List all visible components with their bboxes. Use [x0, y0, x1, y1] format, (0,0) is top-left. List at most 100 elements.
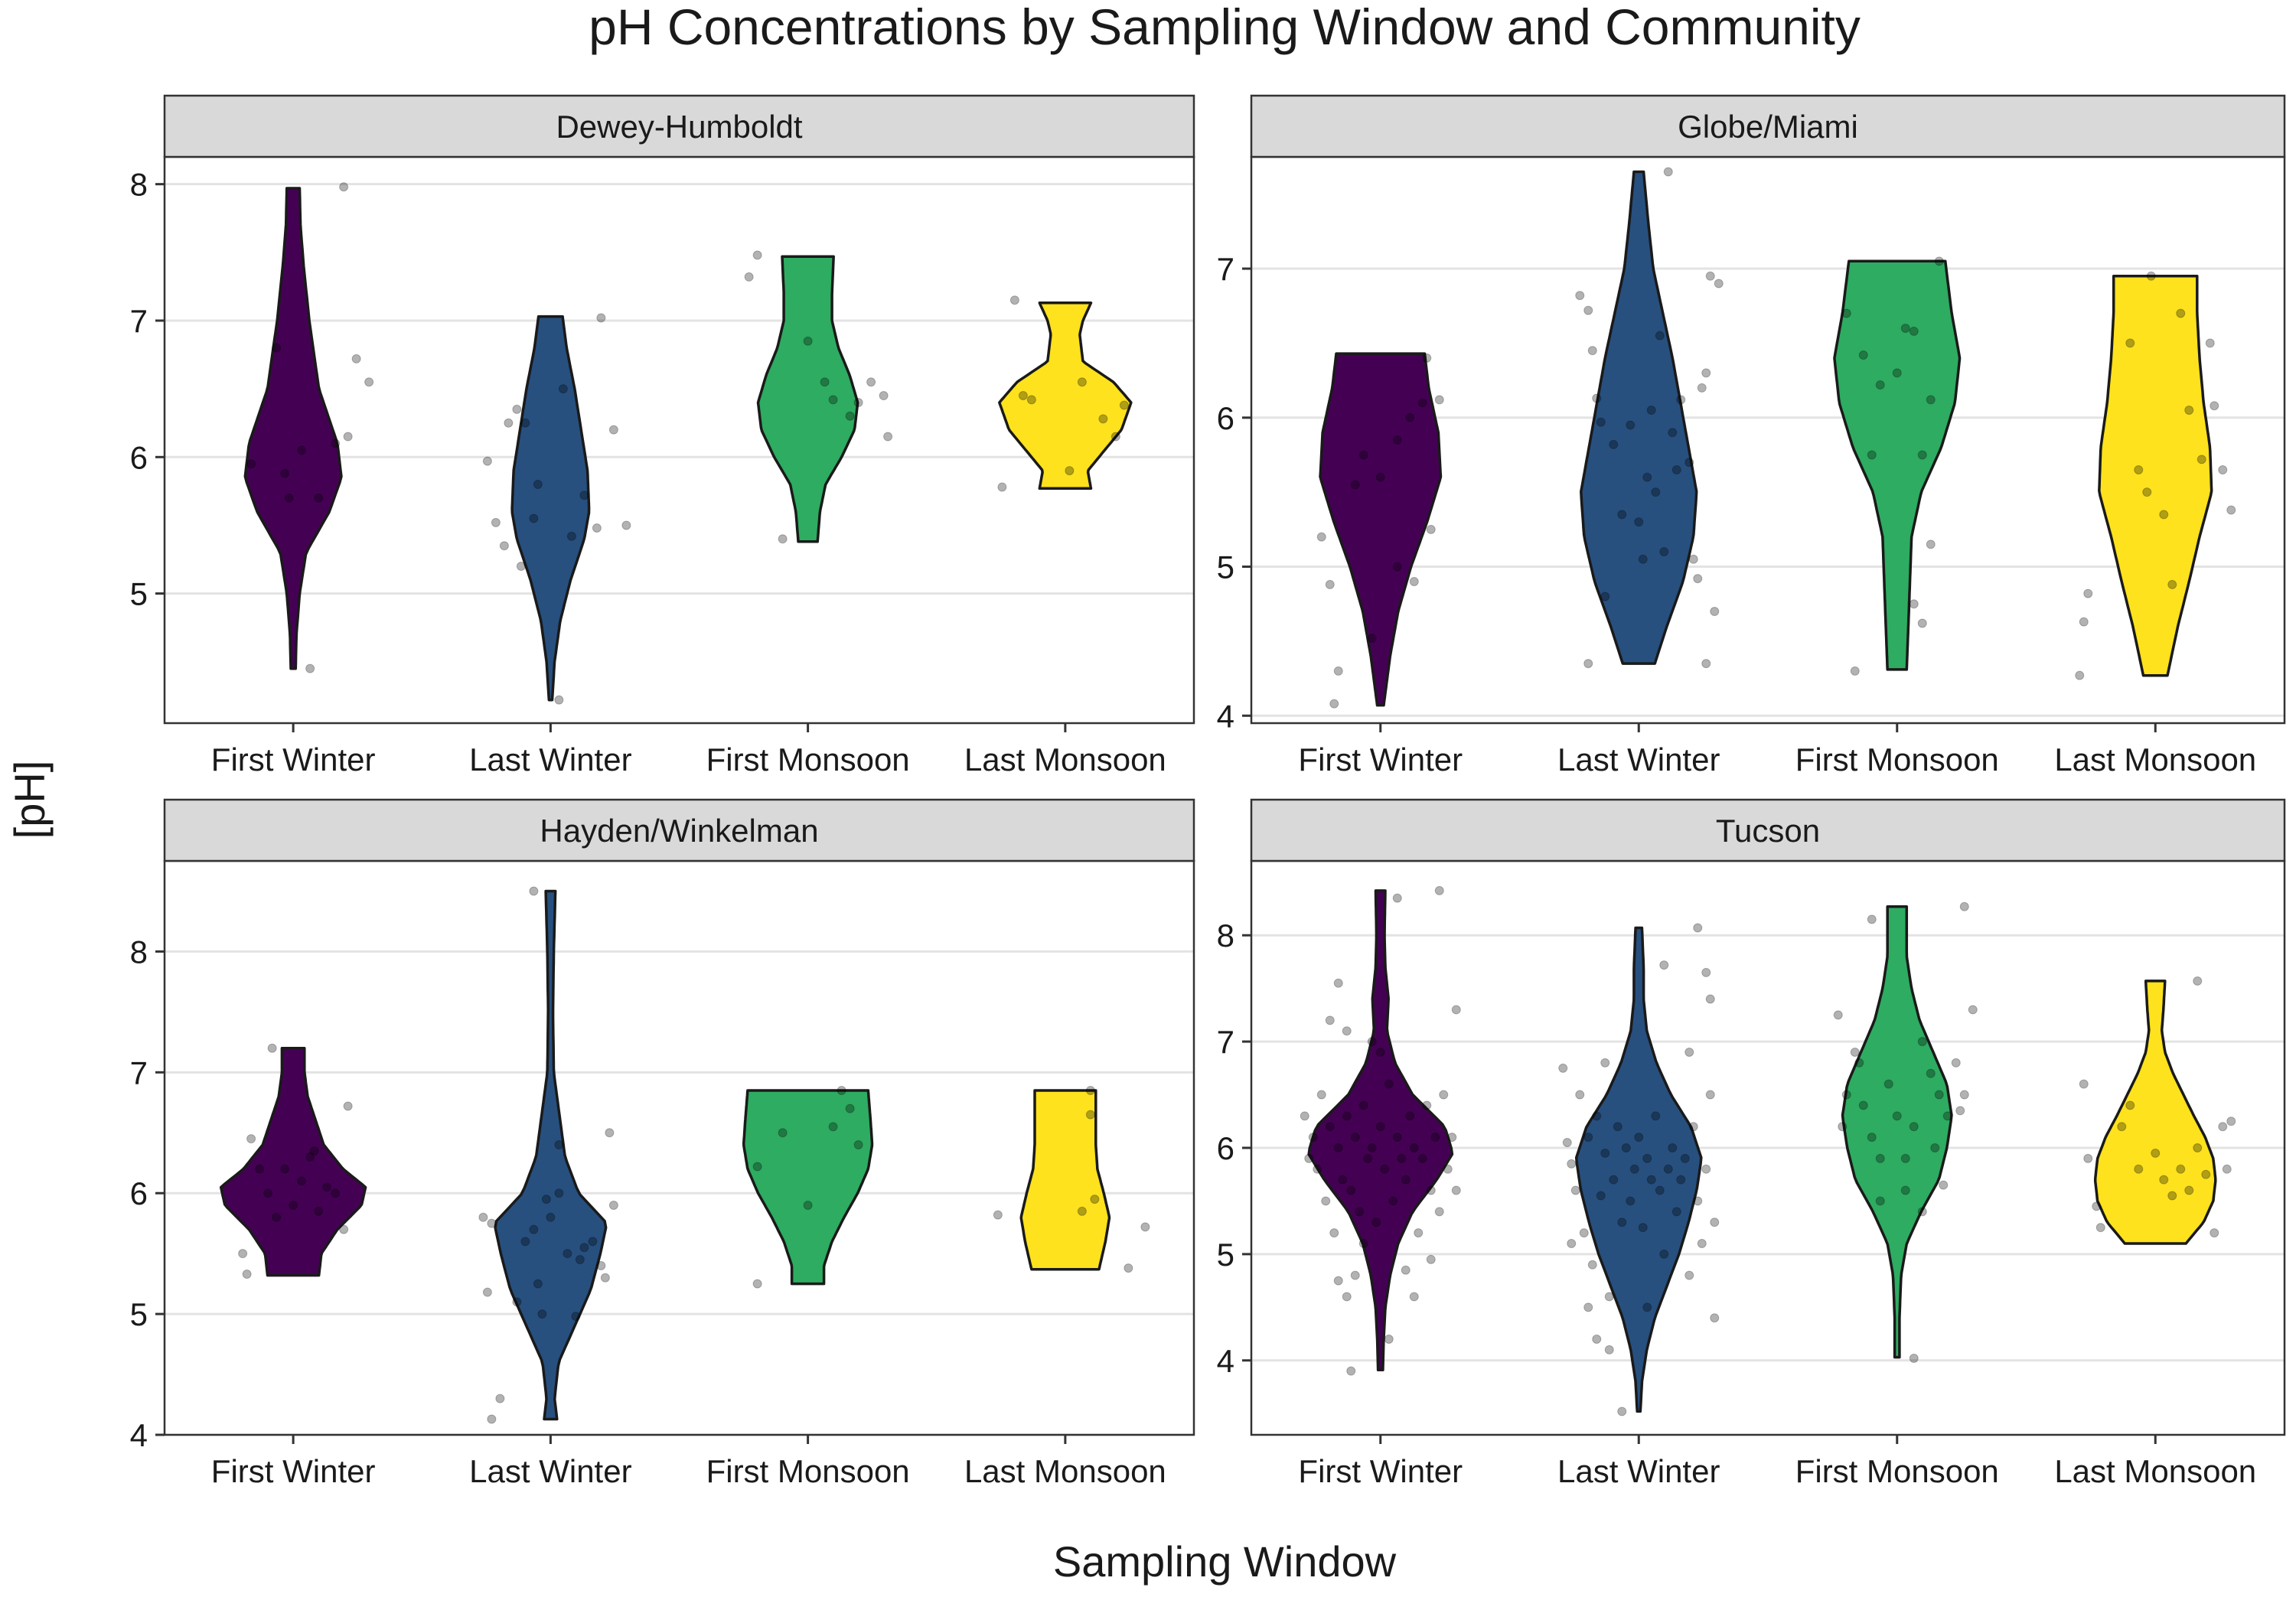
- data-point: [2184, 1185, 2194, 1195]
- data-point: [1098, 414, 1108, 424]
- y-tick-label: 5: [130, 1296, 148, 1332]
- data-point: [533, 479, 543, 489]
- x-tick-label: Last Winter: [1557, 742, 1720, 777]
- x-tick-label: First Monsoon: [706, 742, 910, 777]
- data-point: [563, 1249, 572, 1259]
- x-tick-label: Last Monsoon: [2054, 1453, 2256, 1489]
- data-point: [1617, 1407, 1627, 1416]
- data-point: [1434, 395, 1444, 405]
- data-point: [1333, 978, 1343, 988]
- data-point: [1018, 391, 1028, 401]
- data-point: [1659, 1249, 1669, 1259]
- violin-first-winter: [219, 1046, 367, 1277]
- data-point: [1434, 1207, 1444, 1217]
- data-point: [1587, 346, 1597, 356]
- data-point: [1909, 1354, 1919, 1363]
- data-point: [1841, 1090, 1851, 1100]
- data-point: [1867, 1133, 1877, 1143]
- data-point: [1567, 1159, 1577, 1169]
- data-point: [1313, 1164, 1322, 1174]
- facet-strip-label: Globe/Miami: [1678, 109, 1858, 145]
- data-point: [1684, 458, 1694, 468]
- data-point: [2222, 1164, 2232, 1174]
- data-point: [1850, 666, 1860, 676]
- data-point: [752, 1162, 762, 1172]
- data-point: [752, 250, 762, 260]
- data-point: [1697, 1239, 1707, 1248]
- data-point: [1705, 994, 1715, 1004]
- data-point: [579, 491, 589, 500]
- data-point: [1026, 395, 1036, 405]
- data-point: [1917, 618, 1927, 628]
- data-point: [1090, 1195, 1100, 1204]
- data-point: [2176, 1164, 2186, 1174]
- data-point: [1693, 1196, 1703, 1206]
- data-point: [579, 1243, 589, 1253]
- data-point: [1562, 1138, 1572, 1148]
- data-point: [1705, 271, 1715, 281]
- data-point: [1417, 398, 1427, 408]
- violin-last-monsoon: [998, 302, 1133, 491]
- data-point: [2218, 464, 2228, 474]
- data-point: [596, 1260, 606, 1270]
- data-point: [592, 523, 602, 533]
- violin-last-winter: [510, 315, 591, 702]
- data-point: [541, 1195, 551, 1204]
- data-point: [558, 384, 568, 394]
- data-point: [246, 1134, 256, 1144]
- data-point: [305, 663, 315, 673]
- data-point: [331, 1188, 341, 1198]
- data-point: [1850, 1048, 1860, 1057]
- data-point: [1651, 487, 1661, 497]
- data-point: [529, 1224, 539, 1234]
- data-point: [2193, 1143, 2203, 1152]
- data-point: [1959, 901, 1969, 911]
- y-tick-label: 6: [130, 1175, 148, 1211]
- data-point: [778, 1128, 788, 1138]
- y-tick-label: 6: [1217, 400, 1234, 436]
- y-tick-label: 7: [1217, 251, 1234, 287]
- data-point: [1401, 1265, 1411, 1275]
- data-point: [1684, 1048, 1694, 1057]
- data-point: [267, 1043, 277, 1053]
- facet-panel: 4 5 6 7 8 First Winter Last Winter First Monsoo…: [1217, 798, 2286, 1489]
- data-point: [2176, 308, 2186, 318]
- data-point: [1575, 291, 1585, 301]
- x-tick-label: Last Monsoon: [964, 1453, 1166, 1489]
- data-point: [314, 493, 324, 503]
- data-point: [242, 1270, 252, 1279]
- data-point: [837, 1086, 846, 1095]
- y-tick-label: 4: [130, 1417, 148, 1453]
- data-point: [1451, 1005, 1461, 1015]
- data-point: [1077, 377, 1087, 387]
- data-point: [1646, 406, 1656, 416]
- data-point: [1358, 1100, 1368, 1110]
- data-point: [803, 1201, 813, 1210]
- data-point: [1009, 295, 1019, 305]
- data-point: [1350, 1270, 1360, 1280]
- data-point: [2159, 510, 2169, 520]
- data-point: [1701, 967, 1711, 977]
- data-point: [1655, 331, 1665, 341]
- data-point: [1363, 1153, 1373, 1163]
- data-point: [1600, 1148, 1610, 1158]
- data-point: [1583, 659, 1593, 669]
- data-point: [2083, 1153, 2093, 1163]
- data-point: [1909, 599, 1919, 609]
- data-point: [1629, 1164, 1639, 1174]
- data-point: [1634, 1133, 1644, 1143]
- x-axis-title: Sampling Window: [1053, 1537, 1397, 1586]
- data-point: [1642, 1302, 1652, 1312]
- data-point: [2134, 1164, 2144, 1174]
- x-tick-label: First Monsoon: [1795, 1453, 1999, 1489]
- data-point: [1596, 417, 1606, 427]
- data-point: [364, 377, 374, 387]
- data-point: [1892, 1111, 1902, 1121]
- data-point: [1676, 395, 1686, 405]
- data-point: [1900, 1153, 1910, 1163]
- data-point: [2134, 464, 2144, 474]
- data-point: [2167, 1191, 2177, 1201]
- facet-strip: [163, 798, 1195, 862]
- data-point: [2226, 1116, 2236, 1126]
